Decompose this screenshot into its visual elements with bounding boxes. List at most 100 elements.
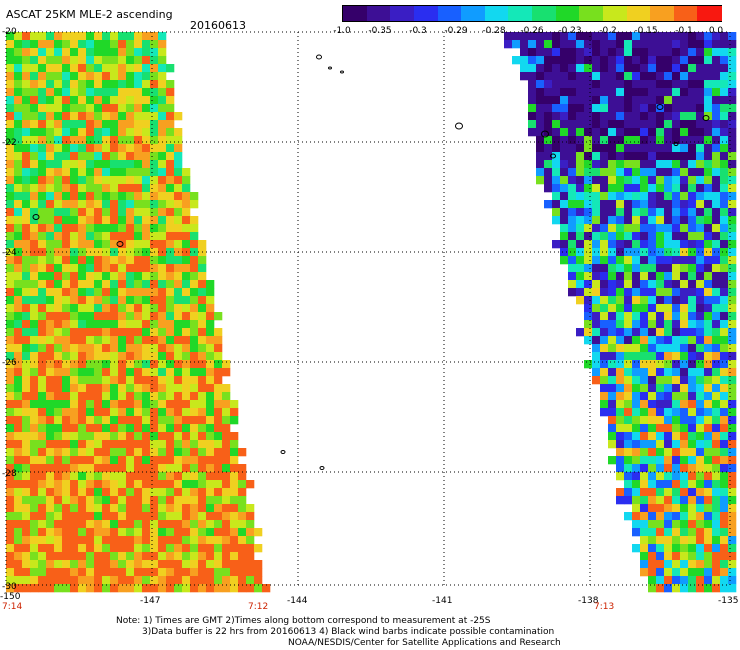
data-cell [14,280,23,289]
data-cell [552,144,561,153]
data-cell [142,144,151,153]
data-cell [38,32,47,41]
data-cell [182,528,191,537]
data-cell [118,568,127,577]
data-cell [78,528,87,537]
data-cell [126,312,135,321]
data-cell [222,424,231,433]
data-cell [664,328,673,337]
data-cell [704,456,713,465]
data-cell [616,464,625,473]
data-cell [656,464,665,473]
data-cell [174,416,183,425]
data-cell [696,544,705,553]
data-cell [584,144,593,153]
data-cell [592,264,601,273]
data-cell [118,544,127,553]
data-cell [206,376,215,385]
data-cell [142,552,151,561]
data-cell [584,264,593,273]
data-cell [632,128,641,137]
data-cell [190,448,199,457]
data-cell [102,128,111,137]
data-cell [118,448,127,457]
data-cell [14,152,23,161]
data-cell [46,224,55,233]
data-cell [118,112,127,121]
colorbar-tick: -0.28 [482,26,506,36]
data-cell [46,312,55,321]
data-cell [214,512,223,521]
data-cell [720,208,729,217]
data-cell [102,80,111,89]
data-cell [688,488,697,497]
data-cell [134,488,143,497]
data-cell [712,40,721,49]
data-cell [126,512,135,521]
data-cell [174,192,183,201]
data-cell [206,400,215,409]
data-cell [704,496,713,505]
data-cell [150,456,159,465]
data-cell [54,488,63,497]
data-cell [38,544,47,553]
data-cell [6,536,15,545]
data-cell [536,96,545,105]
data-cell [624,512,633,521]
data-cell [608,400,617,409]
data-cell [94,336,103,345]
data-cell [528,40,537,49]
data-cell [14,376,23,385]
data-cell [600,176,609,185]
data-cell [696,264,705,273]
data-cell [102,160,111,169]
data-cell [672,208,681,217]
data-cell [222,448,231,457]
data-cell [206,512,215,521]
data-cell [214,328,223,337]
data-cell [584,56,593,65]
data-cell [648,288,657,297]
data-cell [680,472,689,481]
data-cell [238,464,247,473]
data-cell [576,256,585,265]
island-outlines [32,54,710,470]
data-cell [648,520,657,529]
data-cell [190,496,199,505]
data-cell [14,232,23,241]
data-cell [528,112,537,121]
data-cell [198,472,207,481]
data-cell [182,488,191,497]
data-cell [14,296,23,305]
data-cell [656,104,665,113]
data-cell [616,56,625,65]
data-cell [6,120,15,129]
data-cell [174,240,183,249]
data-cell [22,232,31,241]
data-cell [608,304,617,313]
data-cell [102,584,111,593]
data-cell [656,240,665,249]
data-cell [118,576,127,585]
data-cell [238,544,247,553]
data-cell [640,504,649,513]
data-cell [704,328,713,337]
data-cell [640,272,649,281]
data-cell [624,432,633,441]
data-cell [238,568,247,577]
data-cell [38,184,47,193]
data-cell [576,224,585,233]
data-cell [656,352,665,361]
data-cell [30,200,39,209]
data-cell [664,120,673,129]
data-cell [174,464,183,473]
data-cell [110,208,119,217]
data-cell [126,216,135,225]
data-cell [576,96,585,105]
data-cell [688,328,697,337]
data-cell [608,288,617,297]
data-cell [62,568,71,577]
data-cell [600,408,609,417]
data-cell [536,40,545,49]
data-cell [544,72,553,81]
